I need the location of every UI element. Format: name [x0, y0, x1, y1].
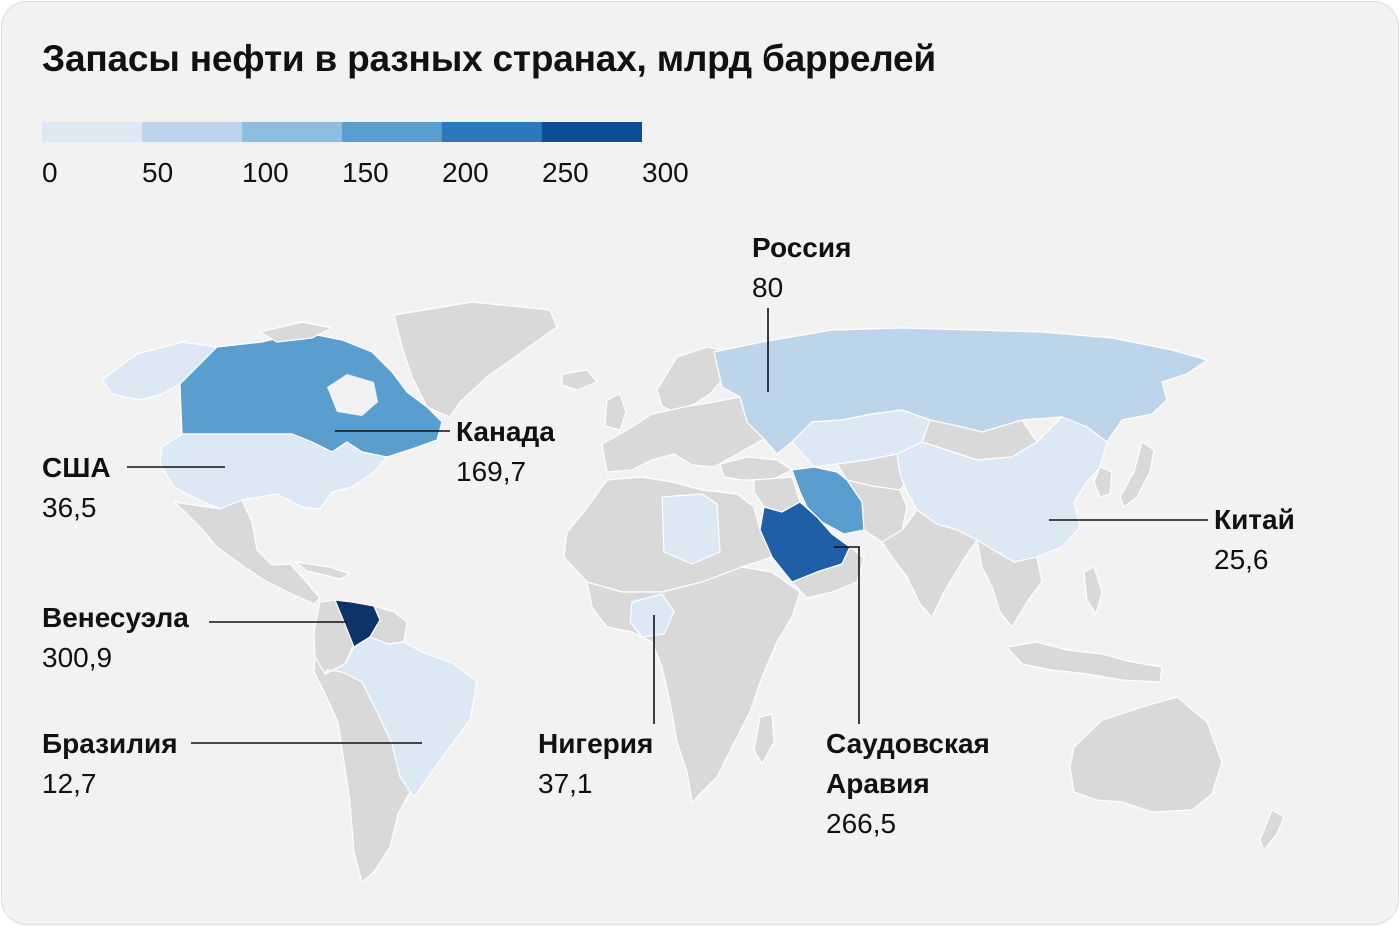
leader-saudi-arabia	[834, 546, 860, 724]
country-value: 80	[752, 272, 784, 303]
legend-tick: 0	[42, 157, 58, 188]
brazil-shape	[324, 636, 478, 798]
country-name: Россия	[752, 232, 852, 263]
korea-shape	[1093, 466, 1113, 498]
country-name: Китай	[1214, 504, 1295, 535]
country-name: Канада	[456, 416, 555, 447]
legend-tick: 150	[342, 157, 389, 188]
legend-segment-100-150	[242, 122, 342, 142]
turkey-shape	[719, 456, 793, 481]
legend-segment-50-100	[142, 122, 242, 142]
country-name: Нигерия	[538, 728, 654, 759]
legend-tick: 300	[642, 157, 689, 188]
country-name-line1: Саудовская	[826, 728, 990, 759]
label-venezuela: Венесуэла 300,9	[42, 598, 189, 678]
uk-shape	[604, 393, 627, 431]
philippines-shape	[1083, 566, 1103, 615]
country-name: США	[42, 452, 111, 483]
country-value: 25,6	[1214, 544, 1269, 575]
india-shape	[881, 509, 978, 618]
indonesia-shape	[1006, 641, 1163, 683]
madagascar-shape	[753, 713, 775, 765]
country-value: 266,5	[826, 808, 897, 839]
label-nigeria: Нигерия 37,1	[538, 724, 653, 804]
southeast-asia-shape	[976, 539, 1043, 628]
country-name: Венесуэла	[42, 602, 189, 633]
caribbean-shape	[294, 561, 351, 580]
legend-tick: 100	[242, 157, 289, 188]
chart-title: Запасы нефти в разных странах, млрд барр…	[42, 38, 936, 79]
legend-segment-200-250	[442, 122, 542, 142]
nigeria-shape	[629, 593, 675, 638]
australia-shape	[1069, 696, 1223, 813]
arctic-islands-shape	[259, 321, 333, 343]
country-value: 169,7	[456, 456, 527, 487]
japan-shape	[1119, 441, 1155, 508]
color-legend	[42, 122, 642, 142]
label-brazil: Бразилия 12,7	[42, 724, 178, 804]
hudson-bay-shape	[327, 374, 378, 416]
greenland-shape	[393, 301, 558, 418]
country-name: Бразилия	[42, 728, 178, 759]
legend-tick: 250	[542, 157, 589, 188]
label-saudi-arabia: Саудовская Аравия 266,5	[826, 724, 990, 844]
mexico-shape	[173, 499, 321, 605]
usa-shape	[159, 433, 388, 510]
label-russia: Россия 80	[752, 228, 851, 308]
legend-segment-150-200	[342, 122, 442, 142]
legend-segment-0-50	[42, 122, 142, 142]
label-usa: США 36,5	[42, 448, 111, 528]
label-canada: Канада 169,7	[456, 412, 555, 492]
label-china: Китай 25,6	[1214, 500, 1295, 580]
libya-shape	[661, 493, 721, 565]
europe-shape	[601, 396, 765, 473]
country-value: 300,9	[42, 642, 113, 673]
legend-tick: 200	[442, 157, 489, 188]
country-value: 36,5	[42, 492, 97, 523]
new-zealand-shape	[1259, 809, 1285, 851]
legend-segment-250-300	[542, 122, 642, 142]
country-value: 37,1	[538, 768, 593, 799]
country-name-line2: Аравия	[826, 768, 930, 799]
legend-tick: 50	[142, 157, 174, 188]
scandinavia-shape	[656, 346, 731, 413]
country-value: 12,7	[42, 768, 97, 799]
yemen-oman-shape	[791, 546, 865, 599]
iceland-shape	[561, 369, 598, 391]
